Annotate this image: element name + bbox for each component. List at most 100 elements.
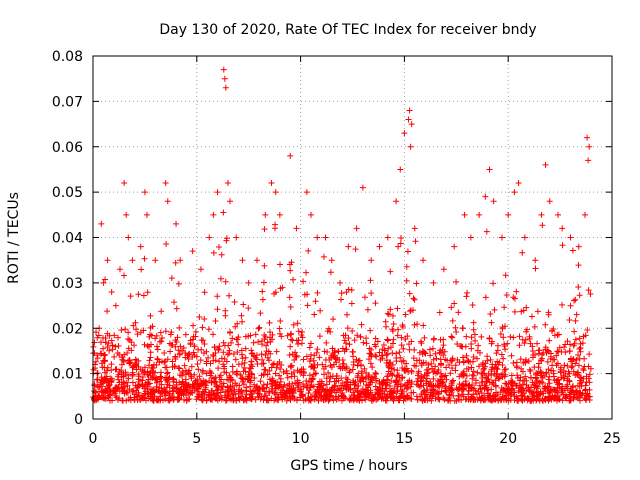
data-point <box>538 211 545 218</box>
data-point <box>125 234 132 241</box>
data-point <box>150 397 157 404</box>
data-point <box>262 211 269 218</box>
data-point <box>443 376 450 383</box>
data-point <box>407 383 414 390</box>
data-point <box>450 392 457 399</box>
data-point <box>314 234 321 241</box>
data-point <box>519 381 526 388</box>
data-point <box>492 382 499 389</box>
data-point <box>207 372 214 379</box>
data-point <box>359 184 366 191</box>
data-point <box>545 387 552 394</box>
data-point <box>495 361 502 368</box>
data-point <box>398 342 405 349</box>
data-point <box>368 257 375 264</box>
data-point <box>281 381 288 388</box>
data-point <box>337 279 344 286</box>
data-point <box>251 374 258 381</box>
data-point <box>429 345 436 352</box>
data-point <box>411 362 418 369</box>
data-point <box>272 289 279 296</box>
data-point <box>157 329 164 336</box>
data-point <box>581 355 588 362</box>
data-point <box>177 257 184 264</box>
data-point <box>562 370 569 377</box>
data-point <box>426 346 433 353</box>
data-point <box>573 311 580 318</box>
data-point <box>348 287 355 294</box>
data-point <box>452 362 459 369</box>
data-point <box>415 368 422 375</box>
data-point <box>269 377 276 384</box>
data-point <box>372 369 379 376</box>
data-point <box>435 391 442 398</box>
data-point <box>362 388 369 395</box>
data-point <box>421 334 428 341</box>
data-point <box>269 331 276 338</box>
data-point <box>100 279 107 286</box>
data-point <box>580 365 587 372</box>
data-point <box>510 294 517 301</box>
data-point <box>152 376 159 383</box>
data-point <box>526 366 533 373</box>
data-point <box>519 249 526 256</box>
data-point <box>276 325 283 332</box>
data-point <box>336 356 343 363</box>
data-point <box>311 311 318 318</box>
data-point <box>314 346 321 353</box>
data-point <box>572 296 579 303</box>
data-point <box>99 378 106 385</box>
data-point <box>393 393 400 400</box>
data-point <box>570 395 577 402</box>
data-point <box>424 387 431 394</box>
data-point <box>176 324 183 331</box>
data-point <box>221 369 228 376</box>
data-point <box>449 334 456 341</box>
data-point <box>272 385 279 392</box>
data-point <box>460 371 467 378</box>
data-point <box>398 334 405 341</box>
data-point <box>397 354 404 361</box>
data-point <box>215 365 222 372</box>
data-point <box>371 341 378 348</box>
data-point <box>220 383 227 390</box>
data-point <box>403 277 410 284</box>
data-point <box>133 361 140 368</box>
data-point <box>491 365 498 372</box>
data-point <box>437 370 444 377</box>
data-point <box>522 337 529 344</box>
data-point <box>385 345 392 352</box>
data-point <box>387 344 394 351</box>
data-point <box>153 383 160 390</box>
data-point <box>432 395 439 402</box>
data-point <box>350 389 357 396</box>
data-point <box>260 397 267 404</box>
data-point <box>257 310 264 317</box>
data-point <box>431 335 438 342</box>
data-point <box>323 394 330 401</box>
data-point <box>287 152 294 159</box>
data-point <box>272 370 279 377</box>
data-point <box>113 394 120 401</box>
data-point <box>577 389 584 396</box>
data-point <box>141 364 148 371</box>
data-point <box>358 397 365 404</box>
data-point <box>140 292 147 299</box>
data-point <box>307 211 314 218</box>
data-point <box>299 380 306 387</box>
data-point <box>311 396 318 403</box>
data-point <box>482 193 489 200</box>
data-point <box>135 357 142 364</box>
data-point <box>406 341 413 348</box>
data-point <box>517 356 524 363</box>
data-point <box>210 249 217 256</box>
data-point <box>421 371 428 378</box>
data-point <box>401 365 408 372</box>
data-point <box>523 381 530 388</box>
data-point <box>300 372 307 379</box>
data-point <box>518 365 525 372</box>
data-point <box>141 189 148 196</box>
data-point <box>157 393 164 400</box>
data-point <box>482 294 489 301</box>
data-point <box>186 367 193 374</box>
